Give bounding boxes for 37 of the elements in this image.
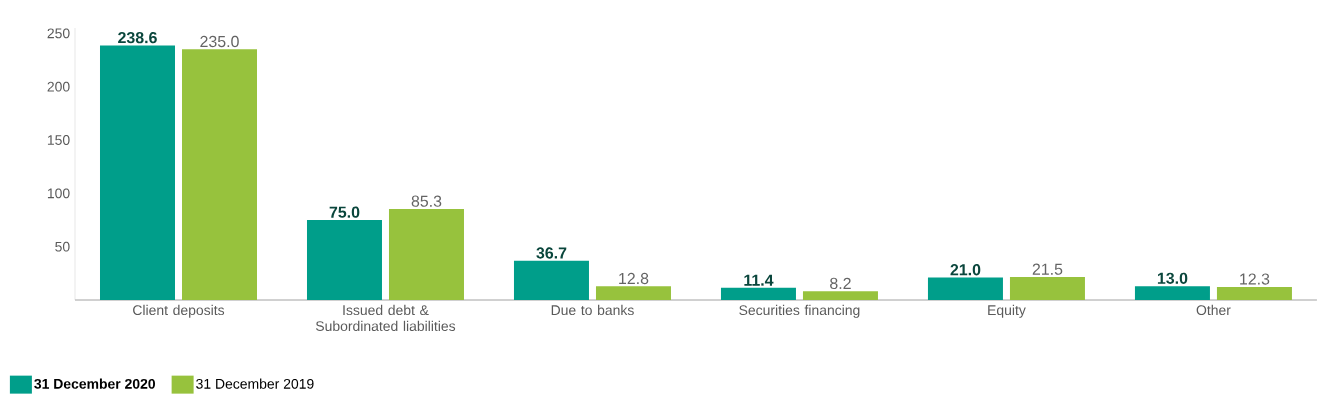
bar	[720, 287, 796, 300]
data-label: 85.3	[411, 195, 442, 207]
legend-label: 31 December 2019	[196, 378, 314, 389]
x-tick-label: Issued debt & Subordinated liabilities	[315, 304, 456, 332]
bar	[1134, 286, 1210, 300]
y-tick-label: 250	[47, 28, 70, 39]
legend-label: 31 December 2020	[34, 378, 156, 389]
y-tick-label: 150	[47, 135, 70, 145]
data-label: 36.7	[536, 247, 567, 259]
bar	[306, 220, 382, 300]
data-label: 12.8	[619, 272, 649, 285]
bar	[595, 286, 671, 300]
bar	[182, 49, 257, 300]
bar	[99, 45, 175, 300]
x-tick-label: Due to banks	[551, 304, 634, 316]
bar	[513, 260, 589, 300]
bar	[1216, 286, 1292, 300]
bar	[802, 291, 878, 300]
data-label: 12.3	[1240, 273, 1270, 285]
bar	[927, 277, 1003, 300]
data-label: 8.2	[830, 277, 851, 290]
bar	[388, 209, 464, 300]
x-tick-label: Client deposits	[133, 304, 225, 318]
data-label: 235.0	[200, 35, 239, 48]
y-tick-label: 100	[47, 188, 70, 199]
data-label: 75.0	[329, 206, 360, 218]
data-label: 13.0	[1157, 272, 1188, 284]
y-tick-label: 200	[47, 81, 70, 92]
x-tick-label: Securities financing	[739, 304, 860, 318]
data-label: 238.6	[118, 31, 157, 44]
x-tick-label: Equity	[988, 304, 1026, 318]
y-tick-label: 50	[55, 241, 70, 252]
bar	[1009, 277, 1085, 300]
data-label: 21.5	[1032, 263, 1063, 275]
data-label: 21.0	[950, 264, 981, 276]
x-tick-label: Other	[1196, 304, 1231, 316]
data-label: 11.4	[744, 274, 774, 286]
